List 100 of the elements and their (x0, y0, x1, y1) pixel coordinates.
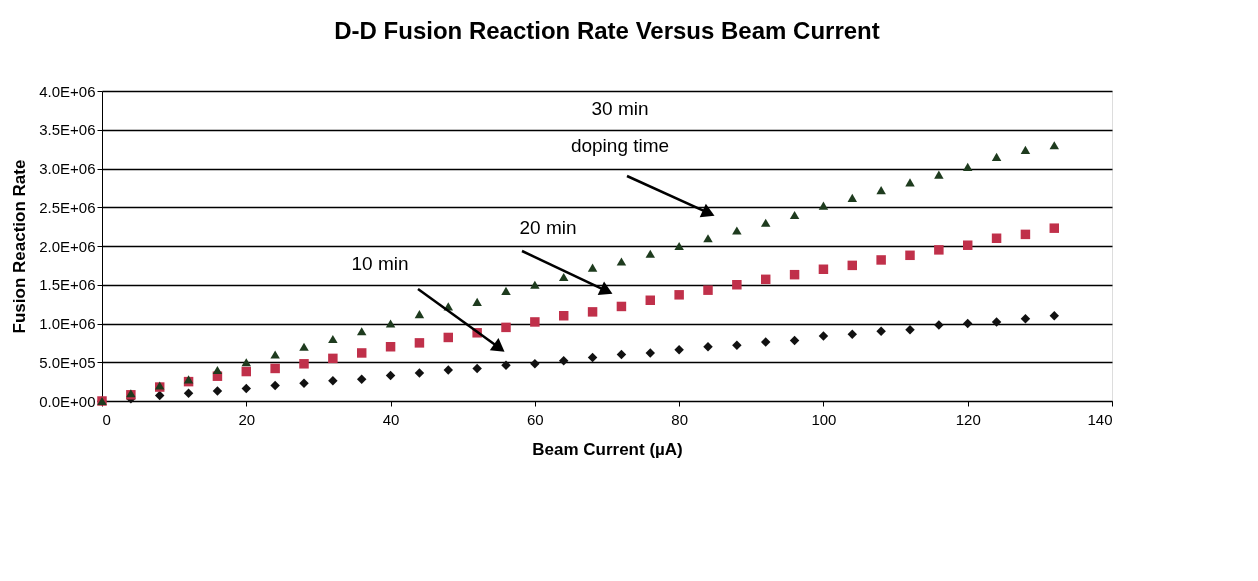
point (962, 162, 973, 172)
point (414, 368, 425, 378)
point (558, 311, 569, 321)
x-tick-label: 60 (527, 410, 544, 428)
point (385, 370, 396, 381)
point (443, 365, 454, 375)
point (385, 342, 396, 352)
point (154, 390, 165, 401)
x-tick-label: 40 (382, 410, 400, 428)
point (414, 310, 425, 319)
point (472, 363, 482, 374)
y-tick-label: 2.5E+06 (39, 198, 96, 216)
point (501, 322, 511, 333)
point (703, 234, 713, 243)
point (732, 340, 742, 350)
point (212, 386, 223, 396)
point (760, 274, 771, 285)
point (328, 353, 338, 364)
point (299, 359, 309, 369)
point (299, 342, 309, 351)
point (905, 178, 915, 187)
point (991, 152, 1002, 161)
point (472, 297, 482, 306)
point (645, 295, 656, 305)
point (616, 349, 627, 360)
point (789, 335, 800, 346)
point (818, 331, 829, 341)
point (587, 307, 598, 317)
point (328, 376, 338, 386)
point (674, 241, 684, 251)
point (587, 263, 598, 272)
annotation: 30 min doping time (570, 97, 670, 156)
y-axis-title: Fusion Reaction Rate (10, 159, 30, 334)
point (328, 334, 338, 344)
point (732, 226, 742, 235)
point (905, 324, 915, 335)
point (212, 365, 223, 375)
point (241, 383, 252, 394)
point (962, 240, 973, 250)
point (645, 249, 656, 258)
point (818, 201, 829, 210)
point (414, 338, 425, 348)
point (587, 352, 598, 363)
point (1049, 141, 1060, 150)
point (356, 374, 367, 385)
point (356, 327, 367, 336)
point (847, 193, 858, 203)
x-axis-title: Beam Current (µA) (532, 439, 683, 459)
point (1020, 229, 1031, 240)
y-tick-label: 1.0E+06 (39, 315, 96, 332)
y-tick-label: 2.0E+06 (39, 237, 96, 255)
point (270, 380, 280, 391)
x-tick-label: 0 (102, 410, 111, 428)
point (789, 269, 800, 280)
y-tick-label: 1.5E+06 (39, 276, 96, 294)
point (241, 366, 252, 377)
point (876, 255, 886, 265)
point (530, 359, 540, 369)
point (991, 233, 1002, 243)
point (962, 318, 973, 329)
point (760, 337, 771, 347)
point (385, 319, 396, 328)
x-tick-label: 100 (811, 410, 837, 428)
point (645, 348, 656, 358)
point (847, 329, 858, 340)
y-tick-label: 3.0E+06 (39, 160, 96, 177)
point (991, 317, 1002, 327)
point (876, 326, 886, 336)
y-tick-label: 3.5E+06 (39, 121, 96, 139)
point (501, 286, 511, 296)
point (674, 290, 684, 300)
point (356, 348, 367, 358)
x-tick-label: 80 (671, 410, 688, 428)
y-tick-label: 5.0E+05 (39, 353, 96, 371)
point (443, 332, 454, 343)
chart-title: D-D Fusion Reaction Rate Versus Beam Current (334, 17, 880, 44)
point (847, 260, 858, 271)
point (789, 210, 800, 220)
point (1020, 314, 1031, 324)
point (530, 317, 540, 327)
point (616, 257, 627, 266)
point (270, 350, 280, 359)
point (1020, 145, 1031, 155)
point (1049, 311, 1060, 321)
point (183, 388, 194, 398)
point (558, 355, 569, 366)
x-tick-label: 120 (955, 410, 981, 428)
point (674, 345, 684, 355)
point (530, 280, 540, 289)
point (1049, 223, 1060, 233)
x-tick-label: 140 (1087, 410, 1113, 428)
y-tick-label: 4.0E+06 (39, 82, 96, 100)
x-tick-label: 20 (238, 410, 256, 428)
point (934, 245, 944, 255)
point (732, 280, 742, 290)
point (934, 170, 944, 179)
point (270, 363, 280, 374)
point (905, 250, 915, 261)
point (558, 272, 569, 282)
point (818, 264, 829, 274)
